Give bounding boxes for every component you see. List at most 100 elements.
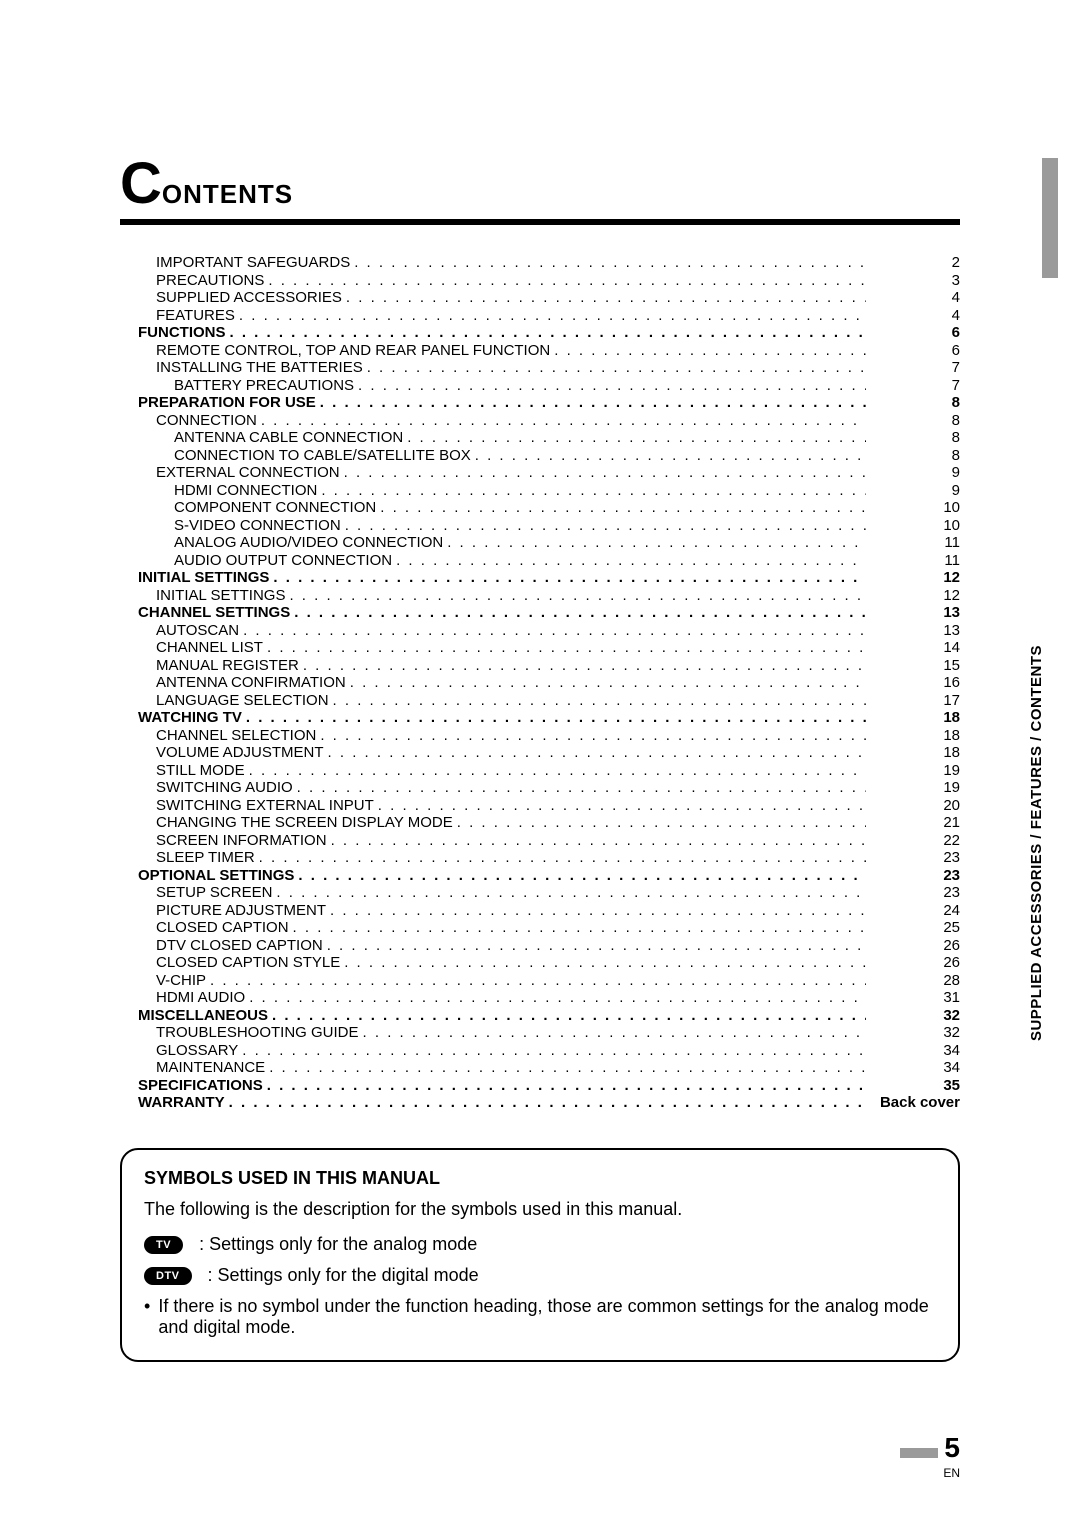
toc-row: TROUBLESHOOTING GUIDE 32 — [120, 1025, 960, 1040]
toc-leader — [242, 1043, 866, 1058]
toc-row: S-VIDEO CONNECTION 10 — [120, 518, 960, 533]
toc-page: 4 — [870, 290, 960, 305]
title-rest: ONTENTS — [162, 179, 293, 210]
page: CONTENTS SUPPLIED ACCESSORIES / FEATURES… — [0, 0, 1080, 1528]
toc-page: 21 — [870, 815, 960, 830]
toc-row: CHANNEL SELECTION 18 — [120, 728, 960, 743]
toc-leader — [298, 868, 866, 883]
toc-page: 10 — [870, 500, 960, 515]
toc-leader — [321, 483, 866, 498]
toc-page: 13 — [870, 623, 960, 638]
toc-leader — [447, 535, 866, 550]
toc-page: 15 — [870, 658, 960, 673]
toc-label: ANTENNA CABLE CONNECTION — [120, 430, 403, 445]
toc-row: SWITCHING AUDIO 19 — [120, 780, 960, 795]
toc-page: 8 — [870, 430, 960, 445]
toc-label: CHANNEL SETTINGS — [120, 605, 290, 620]
footer-accent-bar — [900, 1448, 938, 1458]
toc-page: 35 — [870, 1078, 960, 1093]
toc-leader — [239, 308, 866, 323]
toc-leader — [475, 448, 866, 463]
toc-label: SETUP SCREEN — [120, 885, 272, 900]
symbols-heading: SYMBOLS USED IN THIS MANUAL — [144, 1168, 936, 1189]
dtv-badge-icon: DTV — [144, 1267, 192, 1285]
side-accent-bar — [1042, 158, 1058, 278]
toc-leader — [327, 938, 866, 953]
toc-label: CLOSED CAPTION STYLE — [120, 955, 340, 970]
toc-row: WARRANTY Back cover — [120, 1095, 960, 1110]
toc-page: 23 — [870, 868, 960, 883]
toc-leader — [210, 973, 866, 988]
toc-row: GLOSSARY 34 — [120, 1043, 960, 1058]
toc-page: 32 — [870, 1008, 960, 1023]
toc-row: CLOSED CAPTION STYLE 26 — [120, 955, 960, 970]
symbol-tv-text: : Settings only for the analog mode — [199, 1234, 477, 1255]
toc-row: EXTERNAL CONNECTION 9 — [120, 465, 960, 480]
symbol-dtv-text: : Settings only for the digital mode — [208, 1265, 479, 1286]
toc-label: HDMI AUDIO — [120, 990, 245, 1005]
toc-leader — [344, 465, 866, 480]
title-dropcap: C — [120, 150, 162, 217]
toc-page: 26 — [870, 955, 960, 970]
tv-badge-icon: TV — [144, 1236, 183, 1254]
toc-label: SUPPLIED ACCESSORIES — [120, 290, 342, 305]
toc-page: 18 — [870, 710, 960, 725]
toc-row: IMPORTANT SAFEGUARDS 2 — [120, 255, 960, 270]
toc-row: BATTERY PRECAUTIONS 7 — [120, 378, 960, 393]
toc-label: DTV CLOSED CAPTION — [120, 938, 323, 953]
toc-leader — [261, 413, 866, 428]
toc-row: DTV CLOSED CAPTION 26 — [120, 938, 960, 953]
toc-row: MAINTENANCE 34 — [120, 1060, 960, 1075]
toc-page: 34 — [870, 1043, 960, 1058]
toc-row: COMPONENT CONNECTION 10 — [120, 500, 960, 515]
toc-leader — [396, 553, 866, 568]
toc-label: INITIAL SETTINGS — [120, 588, 285, 603]
toc-label: INSTALLING THE BATTERIES — [120, 360, 363, 375]
toc-row: REMOTE CONTROL, TOP AND REAR PANEL FUNCT… — [120, 343, 960, 358]
toc-leader — [363, 1025, 866, 1040]
symbols-intro: The following is the description for the… — [144, 1199, 936, 1220]
toc-label: INITIAL SETTINGS — [120, 570, 269, 585]
toc-label: OPTIONAL SETTINGS — [120, 868, 294, 883]
toc-label: AUDIO OUTPUT CONNECTION — [120, 553, 392, 568]
toc-label: SWITCHING EXTERNAL INPUT — [120, 798, 374, 813]
toc-label: VOLUME ADJUSTMENT — [120, 745, 324, 760]
toc-row: OPTIONAL SETTINGS 23 — [120, 868, 960, 883]
toc-label: STILL MODE — [120, 763, 245, 778]
toc-row: SWITCHING EXTERNAL INPUT 20 — [120, 798, 960, 813]
toc-row: AUTOSCAN 13 — [120, 623, 960, 638]
toc-leader — [267, 640, 866, 655]
toc-page: 22 — [870, 833, 960, 848]
toc-label: SWITCHING AUDIO — [120, 780, 293, 795]
toc-row: SCREEN INFORMATION 22 — [120, 833, 960, 848]
toc-page: 8 — [870, 395, 960, 410]
toc-leader — [246, 710, 866, 725]
toc-leader — [303, 658, 866, 673]
toc-leader — [346, 290, 866, 305]
toc-page: 34 — [870, 1060, 960, 1075]
toc-page: 16 — [870, 675, 960, 690]
toc-row: FEATURES 4 — [120, 308, 960, 323]
page-lang: EN — [900, 1466, 960, 1480]
toc-leader — [276, 885, 866, 900]
toc-page: 8 — [870, 413, 960, 428]
toc-row: ANTENNA CONFIRMATION 16 — [120, 675, 960, 690]
toc-page: 6 — [870, 325, 960, 340]
toc-row: ANALOG AUDIO/VIDEO CONNECTION 11 — [120, 535, 960, 550]
toc-leader — [407, 430, 866, 445]
toc-label: LANGUAGE SELECTION — [120, 693, 329, 708]
toc-row: FUNCTIONS 6 — [120, 325, 960, 340]
toc-leader — [293, 920, 866, 935]
toc-page: 19 — [870, 763, 960, 778]
symbol-row-dtv: DTV : Settings only for the digital mode — [144, 1265, 936, 1286]
toc-page: 19 — [870, 780, 960, 795]
toc-label: MANUAL REGISTER — [120, 658, 299, 673]
toc-row: SPECIFICATIONS 35 — [120, 1078, 960, 1093]
toc-label: PRECAUTIONS — [120, 273, 264, 288]
toc-row: HDMI AUDIO 31 — [120, 990, 960, 1005]
toc-row: PREPARATION FOR USE 8 — [120, 395, 960, 410]
toc-label: MAINTENANCE — [120, 1060, 265, 1075]
toc-label: CHANGING THE SCREEN DISPLAY MODE — [120, 815, 453, 830]
toc-label: WARRANTY — [120, 1095, 225, 1110]
toc-leader — [249, 990, 866, 1005]
